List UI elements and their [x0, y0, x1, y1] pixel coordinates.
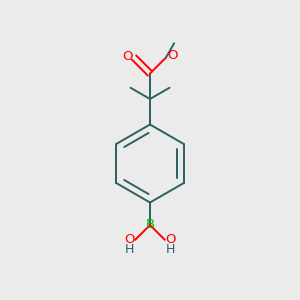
- Text: O: O: [124, 233, 135, 246]
- Text: O: O: [122, 50, 133, 63]
- Text: O: O: [167, 49, 178, 62]
- Text: O: O: [165, 233, 175, 246]
- Text: H: H: [125, 243, 134, 256]
- Text: H: H: [166, 243, 175, 256]
- Text: B: B: [146, 218, 154, 232]
